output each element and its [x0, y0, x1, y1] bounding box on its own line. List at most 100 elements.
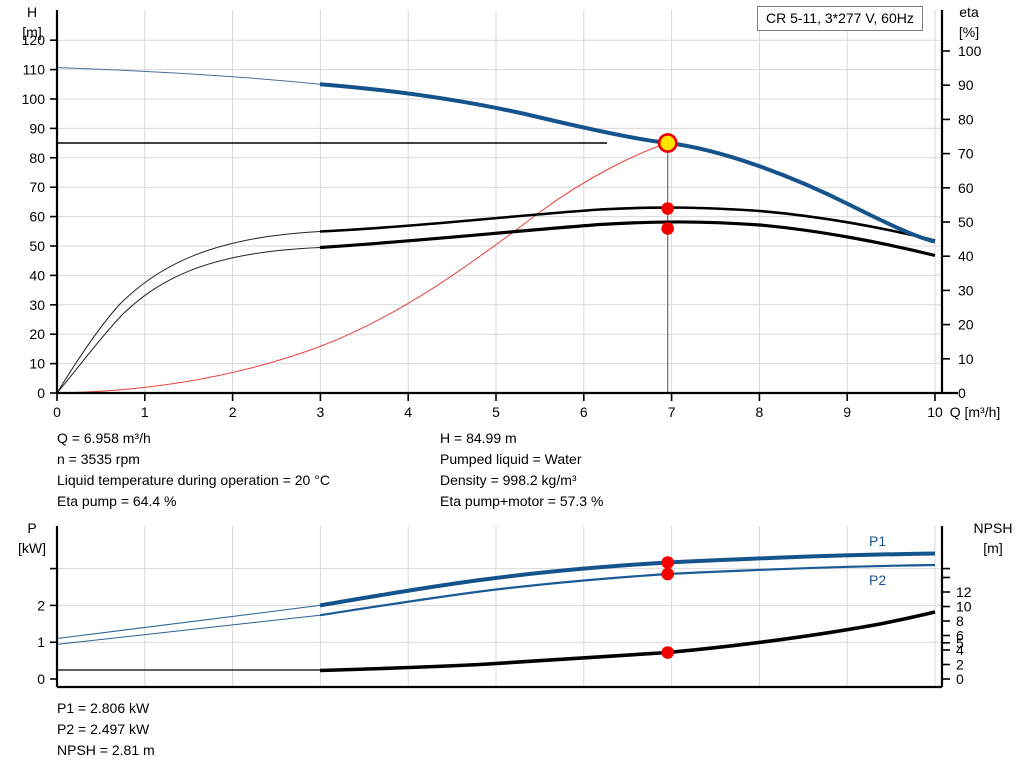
main-eta-tick-100: 100	[958, 43, 982, 59]
main-eta-tick-80: 80	[958, 111, 974, 127]
eta-axis-title-line2: [%]	[959, 24, 979, 40]
flow-axis-title: Q [m³/h]	[950, 404, 1001, 420]
power-results-data: P1 = 2.806 kW P2 = 2.497 kW NPSH = 2.81 …	[57, 698, 155, 761]
main-xtick-10: 10	[927, 404, 943, 420]
vertical-gridlines	[144, 10, 936, 393]
main-xtick-3: 3	[317, 404, 325, 420]
power-ytick-2: 2	[37, 597, 45, 613]
main-ytick-40: 40	[29, 267, 45, 283]
left-axis-ticks	[50, 39, 57, 394]
head-axis-title-line2: [m]	[22, 24, 41, 40]
main-ytick-20: 20	[29, 326, 45, 342]
p1-curve-extension	[56, 604, 321, 639]
system-curve	[56, 142, 668, 394]
right-axis-ticks	[942, 50, 950, 394]
p1-curve	[319, 551, 936, 608]
p2-curve	[319, 563, 936, 617]
p2-result-row: P2 = 2.497 kW	[57, 721, 150, 737]
model-legend: CR 5-11, 3*277 V, 60Hz	[757, 6, 923, 31]
main-eta-tick-0: 0	[958, 385, 966, 401]
duty-point-data: Q = 6.958 m³/h n = 3535 rpm Liquid tempe…	[0, 424, 1024, 518]
main-ytick-70: 70	[29, 179, 45, 195]
main-eta-tick-30: 30	[958, 282, 974, 298]
main-ytick-0: 0	[37, 385, 45, 401]
main-ytick-60: 60	[29, 209, 45, 225]
duty-flow-row: Q = 6.958 m³/h	[57, 430, 151, 446]
main-xtick-6: 6	[580, 404, 588, 420]
p2-series-label: P2	[869, 572, 886, 588]
main-xtick-8: 8	[756, 404, 764, 420]
main-eta-tick-50: 50	[958, 214, 974, 230]
npsh-tick-8: 8	[956, 613, 964, 629]
npsh-tick-12: 12	[956, 584, 972, 600]
eta-pump-motor-curve	[319, 220, 936, 258]
npsh-duty-dot[interactable]	[661, 646, 674, 659]
x-axis-ticks	[56, 393, 936, 401]
duty-temperature-row: Liquid temperature during operation = 20…	[57, 472, 330, 488]
npsh-tick-2: 2	[956, 657, 964, 673]
main-xtick-4: 4	[404, 404, 412, 420]
main-eta-tick-60: 60	[958, 180, 974, 196]
power-ytick-1: 1	[37, 634, 45, 650]
eta-pump-curve-extension	[56, 231, 321, 394]
head-axis-title-line1: H	[27, 4, 37, 20]
npsh-tick-6: 6	[956, 628, 964, 644]
main-eta-tick-70: 70	[958, 146, 974, 162]
power-left-axis-ticks	[50, 567, 57, 680]
main-xtick-2: 2	[229, 404, 237, 420]
duty-eta-pump-motor-row: Eta pump+motor = 57.3 %	[440, 493, 604, 509]
main-eta-tick-90: 90	[958, 77, 974, 93]
npsh-curve	[319, 610, 936, 673]
p1-result-row: P1 = 2.806 kW	[57, 700, 150, 716]
duty-data-right-column: H = 84.99 m Pumped liquid = Water Densit…	[440, 428, 603, 512]
p1-series-label: P1	[869, 533, 886, 549]
p2-duty-dot[interactable]	[661, 567, 674, 581]
duty-point-marker[interactable]	[657, 133, 678, 153]
main-xtick-9: 9	[843, 404, 851, 420]
npsh-tick-4: 4	[956, 642, 964, 658]
head-eta-chart: 0 10 20 30 40 50 60 70 80 90 100 110 120…	[22, 4, 1001, 420]
npsh-tick-10: 10	[956, 599, 972, 615]
npsh-axis-title-line1: NPSH	[974, 520, 1013, 536]
model-legend-label: CR 5-11, 3*277 V, 60Hz	[766, 10, 914, 26]
p1-duty-dot[interactable]	[661, 556, 674, 569]
main-eta-tick-40: 40	[958, 248, 974, 264]
main-eta-tick-20: 20	[958, 317, 974, 333]
power-npsh-chart: 0 1 2 0 2 4 5 6 8 10 12 P [kW] NPSH [m] …	[0, 518, 1024, 698]
npsh-result-row: NPSH = 2.81 m	[57, 742, 155, 758]
duty-eta-pump-row: Eta pump = 64.4 %	[57, 493, 177, 509]
power-right-axis-ticks	[942, 567, 950, 680]
head-eta-plot: 0 10 20 30 40 50 60 70 80 90 100 110 120…	[22, 4, 1001, 420]
duty-density-row: Density = 998.2 kg/m³	[440, 472, 577, 488]
main-eta-tick-10: 10	[958, 351, 974, 367]
npsh-axis-title-line2: [m]	[983, 540, 1002, 556]
power-ytick-0: 0	[37, 671, 45, 687]
power-plot-background	[57, 526, 942, 687]
main-ytick-80: 80	[29, 150, 45, 166]
power-axis-title-line2: [kW]	[18, 540, 46, 556]
duty-data-left-column: Q = 6.958 m³/h n = 3535 rpm Liquid tempe…	[57, 428, 330, 512]
duty-liquid-row: Pumped liquid = Water	[440, 451, 582, 467]
plot-background	[57, 10, 942, 393]
head-curve-extension	[56, 67, 321, 85]
eta-pump-motor-curve-extension	[56, 247, 321, 394]
p2-curve-extension	[56, 614, 321, 645]
npsh-tick-0: 0	[956, 671, 964, 687]
eta-pump-motor-duty-dot[interactable]	[661, 222, 674, 235]
main-ytick-30: 30	[29, 297, 45, 313]
main-xtick-7: 7	[668, 404, 676, 420]
main-ytick-100: 100	[22, 91, 46, 107]
eta-axis-title-line1: eta	[959, 4, 979, 20]
main-ytick-90: 90	[29, 120, 45, 136]
eta-pump-duty-dot[interactable]	[661, 202, 674, 215]
main-xtick-5: 5	[492, 404, 500, 420]
main-xtick-1: 1	[141, 404, 149, 420]
duty-speed-row: n = 3535 rpm	[57, 451, 140, 467]
duty-head-row: H = 84.99 m	[440, 430, 517, 446]
npsh-tick-5: 5	[956, 635, 964, 651]
power-npsh-plot: 0 1 2 0 2 4 5 6 8 10 12 P [kW] NPSH [m] …	[18, 520, 1013, 689]
main-xtick-0: 0	[53, 404, 61, 420]
main-ytick-110: 110	[23, 62, 46, 78]
main-ytick-10: 10	[29, 356, 45, 372]
